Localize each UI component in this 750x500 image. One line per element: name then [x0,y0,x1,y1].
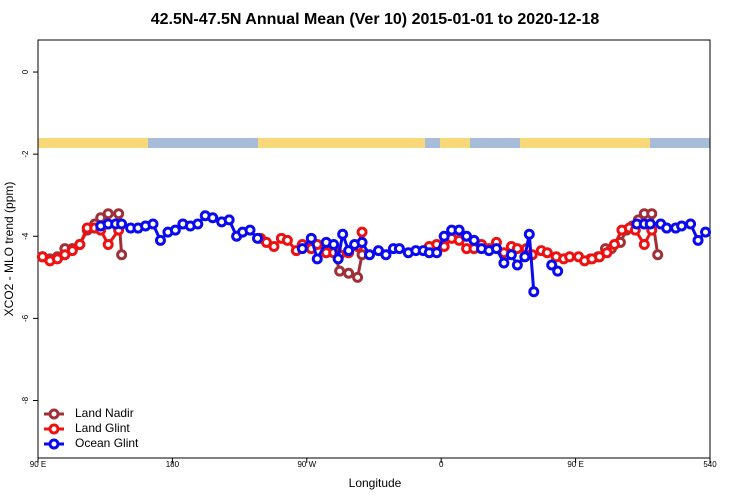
point [546,259,558,271]
x-tick-label: 90 W [297,460,316,469]
land-band [520,138,650,148]
point [281,234,293,246]
land-band [258,138,425,148]
point [169,224,181,236]
land-band [440,138,470,148]
point [652,249,664,261]
point [102,238,114,250]
point [252,232,264,244]
x-tick-label: 0 [439,460,444,469]
point [337,228,349,240]
y-tick-label: -6 [21,314,30,322]
point [147,218,159,230]
point [356,236,368,248]
point [541,247,553,259]
point [356,226,368,238]
y-tick-label: -4 [21,232,30,240]
point [505,249,517,261]
point [528,286,540,298]
point [334,265,346,277]
point [393,243,405,255]
point [102,208,114,220]
point [352,271,364,283]
chart-title: 42.5N-47.5N Annual Mean (Ver 10) 2015-01… [151,11,600,28]
point [676,220,688,232]
point [511,259,523,271]
point [244,224,256,236]
point [154,234,166,246]
point [116,218,128,230]
point [519,251,531,263]
point [564,251,576,263]
point [431,247,443,259]
point [116,249,128,261]
point [364,249,376,261]
point [74,238,86,250]
x-tick-label: 540 [703,460,717,469]
land-ocean-strip [38,138,710,148]
legend-marker [48,438,60,450]
y-axis-label: XCO2 - MLO trend (ppm) [2,182,16,317]
land-band [38,138,148,148]
y-tick-label: -2 [21,150,30,158]
point [332,253,344,265]
point [343,245,355,257]
legend-label: Ocean Glint [75,436,139,450]
point [268,241,280,253]
legend-marker [48,423,60,435]
point [223,214,235,226]
point [305,232,317,244]
point [498,257,510,269]
legend-marker [48,408,60,420]
point [343,267,355,279]
point [601,247,613,259]
x-tick-label: 90 E [30,460,46,469]
point [692,234,704,246]
point [66,245,78,257]
point [468,234,480,246]
point [296,243,308,255]
point [552,265,564,277]
point [608,238,620,250]
x-axis-label: Longitude [349,476,402,490]
point [661,222,673,234]
point [328,238,340,250]
point [490,243,502,255]
point [700,226,712,238]
point [113,208,125,220]
x-tick-label: 90 E [567,460,583,469]
point [685,218,697,230]
point [207,212,219,224]
point [438,230,450,242]
point [453,224,465,236]
legend-label: Land Nadir [75,406,134,420]
y-tick-label: 0 [21,69,30,74]
point [646,208,658,220]
point [644,218,656,230]
y-tick-label: -8 [21,396,30,404]
legend-label: Land Glint [75,421,130,435]
point [311,253,323,265]
point [523,228,535,240]
point [192,218,204,230]
point [380,249,392,261]
x-tick-label: 180 [166,460,180,469]
plot-frame [37,39,711,459]
point [638,238,650,250]
